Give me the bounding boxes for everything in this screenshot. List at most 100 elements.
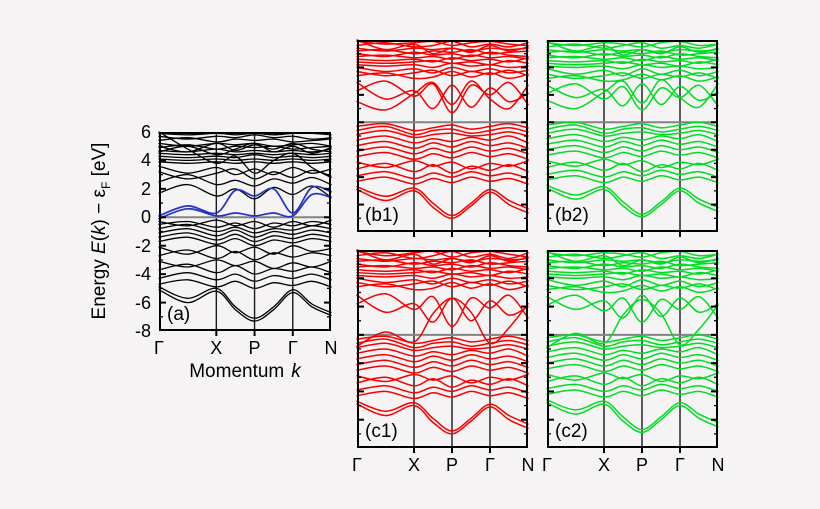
band-line xyxy=(356,390,529,400)
band-line xyxy=(546,144,719,154)
band-line xyxy=(546,55,719,62)
band-line xyxy=(158,152,332,156)
band-line xyxy=(356,80,529,111)
band-line xyxy=(546,401,719,434)
band-line xyxy=(356,348,529,357)
band-line xyxy=(356,294,529,323)
panel-frame xyxy=(159,132,331,331)
k-point-label: X xyxy=(597,455,610,475)
panel-frame xyxy=(357,250,528,448)
band-line xyxy=(158,289,332,322)
band-line xyxy=(158,220,332,230)
x-axis-title: Momentum k xyxy=(189,361,301,383)
band-line xyxy=(356,297,529,347)
band-line xyxy=(546,294,719,319)
k-point-label: P xyxy=(635,455,648,475)
band-line xyxy=(158,158,332,162)
band-line xyxy=(546,41,719,49)
k-point-label: Γ xyxy=(485,455,495,475)
band-line xyxy=(546,346,719,356)
y-tick-label: 4 xyxy=(140,150,151,171)
panel-label-c2: (c2) xyxy=(555,421,588,442)
band-line xyxy=(546,158,719,169)
band-line xyxy=(356,125,529,136)
band-line xyxy=(546,68,719,77)
band-line xyxy=(158,259,332,270)
band-line xyxy=(546,184,719,215)
band-line xyxy=(546,260,719,267)
band-line xyxy=(356,188,529,220)
k-point-label: Γ xyxy=(352,455,362,475)
band-line xyxy=(356,135,529,144)
panel-frame xyxy=(547,40,718,232)
band-line xyxy=(356,39,529,55)
band-line xyxy=(546,79,719,110)
band-line xyxy=(356,365,529,374)
band-line xyxy=(546,274,719,281)
band-line xyxy=(546,372,719,383)
band-line xyxy=(546,128,719,137)
band-line xyxy=(356,129,529,139)
k-point-label: X xyxy=(210,338,223,358)
panel-label-a: (a) xyxy=(167,304,190,325)
band-line xyxy=(356,170,529,180)
k-point-label: P xyxy=(248,338,261,358)
band-line xyxy=(356,70,529,80)
band-line xyxy=(546,83,719,111)
band-line xyxy=(546,341,719,350)
band-line xyxy=(356,176,529,185)
band-line xyxy=(546,383,719,393)
band-line xyxy=(356,273,529,280)
highlight-band-line xyxy=(158,185,332,217)
y-tick-label: -2 xyxy=(134,235,151,256)
band-line xyxy=(356,48,529,55)
band-line xyxy=(158,134,332,140)
panel-label-c1: (c1) xyxy=(365,421,398,442)
k-point-label: Γ xyxy=(542,455,552,475)
band-line xyxy=(356,249,529,265)
band-panel-a: (a) xyxy=(158,131,332,336)
band-line xyxy=(356,151,529,161)
k-point-label: X xyxy=(407,455,420,475)
band-line xyxy=(546,161,719,173)
band-panel-b2: (b2) xyxy=(546,40,719,237)
band-line xyxy=(356,280,529,288)
band-panel-c1: (c1) xyxy=(356,249,529,453)
band-line xyxy=(546,187,719,218)
highlight-band-line xyxy=(158,192,332,220)
k-point-label: Γ xyxy=(287,338,298,358)
band-line xyxy=(356,162,529,174)
band-line xyxy=(356,80,529,114)
band-line xyxy=(356,69,529,77)
y-tick-label: -4 xyxy=(134,264,151,285)
band-line xyxy=(546,352,719,362)
band-line xyxy=(158,142,332,156)
band-line xyxy=(356,359,529,369)
band-line xyxy=(158,219,332,228)
panel-frame xyxy=(357,40,528,232)
band-line xyxy=(546,336,719,348)
band-line xyxy=(546,50,719,56)
band-line xyxy=(356,54,529,60)
band-line xyxy=(356,185,529,217)
y-tick-label: 2 xyxy=(140,178,151,199)
band-line xyxy=(356,338,529,349)
band-line xyxy=(158,142,332,153)
band-line xyxy=(158,279,332,290)
band-line xyxy=(356,140,529,150)
x-axis-title-text: Momentum xyxy=(189,361,285,382)
band-line xyxy=(546,133,719,143)
band-line xyxy=(158,137,332,143)
band-line xyxy=(546,334,719,343)
band-line xyxy=(356,122,529,132)
band-line xyxy=(546,169,719,178)
panel-label-b1: (b1) xyxy=(365,205,399,226)
band-line xyxy=(356,250,529,258)
band-line xyxy=(546,72,719,80)
band-line xyxy=(546,266,719,272)
band-line xyxy=(158,168,332,180)
k-point-label: Γ xyxy=(154,338,164,358)
band-line xyxy=(158,232,332,243)
band-line xyxy=(158,223,332,234)
